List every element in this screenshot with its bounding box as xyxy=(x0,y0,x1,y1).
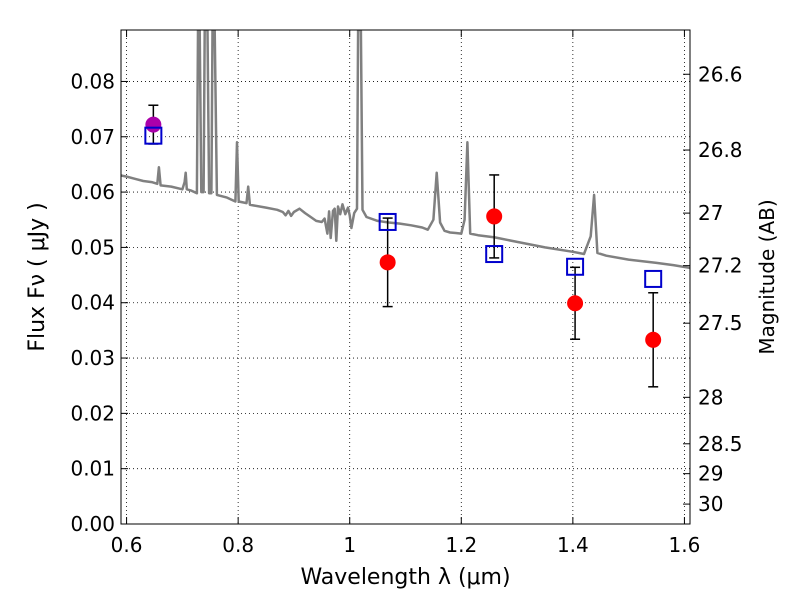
model-square xyxy=(566,257,585,276)
x-tick-label: 1.4 xyxy=(557,533,589,557)
y-tick-label: 0.03 xyxy=(70,346,115,370)
x-tick-label: 1.6 xyxy=(669,533,701,557)
x-tick-label: 0.8 xyxy=(222,533,254,557)
y2-tick-label: 28 xyxy=(698,385,723,409)
y2-tick-label: 27.5 xyxy=(698,311,743,335)
model-square xyxy=(144,126,163,145)
model-square xyxy=(485,245,504,264)
x-tick-label: 0.6 xyxy=(111,533,143,557)
y2-tick-label: 29 xyxy=(698,462,723,486)
x-tick-label: 1.2 xyxy=(445,533,477,557)
ticks-layer: 0.6 0.8 1 1.2 1.4 1.6 0.00 0.01 0.02 0.03 0.04 0.05… xyxy=(70,30,743,557)
y2-tick-label: 26.6 xyxy=(698,62,743,86)
y2-axis-label: Magnitude (AB) xyxy=(755,199,779,354)
data-point xyxy=(379,254,396,271)
spectrum-line xyxy=(121,30,690,270)
model-square xyxy=(378,212,397,231)
y-tick-label: 0.05 xyxy=(70,235,115,259)
model-square xyxy=(644,269,663,288)
data-point xyxy=(645,331,662,348)
y2-tick-label: 27 xyxy=(698,201,723,225)
y2-tick-label: 28.5 xyxy=(698,432,743,456)
data-point xyxy=(486,208,503,225)
y-tick-label: 0.04 xyxy=(70,291,115,315)
plot-frame xyxy=(120,29,691,525)
y2-tick-label: 26.8 xyxy=(698,138,743,162)
data-point xyxy=(567,295,584,312)
y2-tick-label: 27.2 xyxy=(698,254,743,278)
data-point xyxy=(145,116,162,133)
y2-tick-label: 30 xyxy=(698,492,723,516)
y-tick-label: 0.06 xyxy=(70,180,115,204)
x-axis-label: Wavelength λ (μm) xyxy=(300,565,510,590)
points-layer xyxy=(144,104,663,388)
y-axis-label: Flux Fν ( μJy ) xyxy=(25,202,50,351)
spectrum-layer xyxy=(121,30,690,270)
grid-layer xyxy=(121,30,690,524)
x-tick-label: 1 xyxy=(343,533,356,557)
y-tick-label: 0.02 xyxy=(70,401,115,425)
y-tick-label: 0.07 xyxy=(70,125,115,149)
y-tick-label: 0.01 xyxy=(70,457,115,481)
y-tick-label: 0.08 xyxy=(70,69,115,93)
y-tick-label: 0.00 xyxy=(70,512,115,536)
